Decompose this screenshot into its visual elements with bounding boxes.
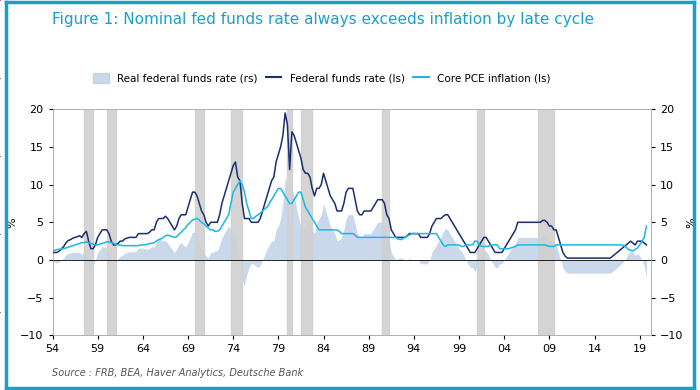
Bar (288, 109, 292, 335)
Legend: Real federal funds rate (rs), Federal funds rate (ls), Core PCE inflation (ls): Real federal funds rate (rs), Federal fu… (89, 69, 555, 88)
Bar (231, 109, 242, 335)
Bar (84, 109, 93, 335)
Bar (538, 109, 554, 335)
Y-axis label: %: % (7, 217, 18, 228)
Bar (106, 109, 116, 335)
Text: Figure 1: Nominal fed funds rate always exceeds inflation by late cycle: Figure 1: Nominal fed funds rate always … (52, 12, 594, 27)
Bar (477, 109, 484, 335)
Y-axis label: %: % (686, 217, 696, 228)
Text: Source : FRB, BEA, Haver Analytics, Deutsche Bank: Source : FRB, BEA, Haver Analytics, Deut… (52, 368, 304, 378)
Bar (301, 109, 312, 335)
Bar (382, 109, 389, 335)
Bar (195, 109, 204, 335)
